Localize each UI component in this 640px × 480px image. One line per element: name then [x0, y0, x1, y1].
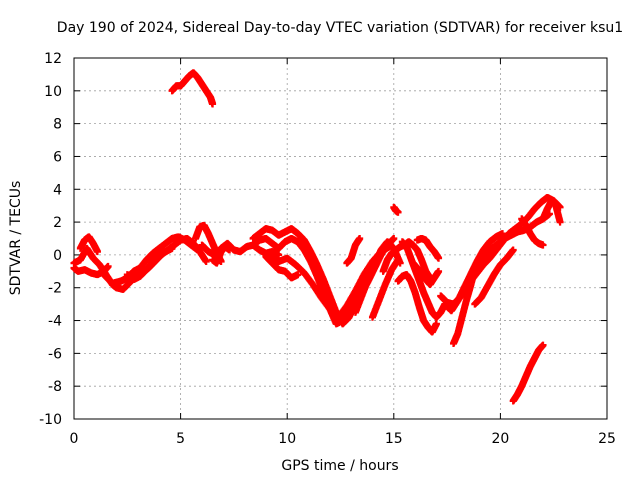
data-point	[390, 235, 398, 242]
y-tick-label: -2	[48, 281, 62, 297]
series-track-22	[413, 235, 443, 262]
data-point	[275, 251, 283, 259]
x-tick-label: 5	[176, 431, 185, 447]
series-track-3	[76, 233, 101, 256]
data-markers	[70, 69, 564, 405]
y-tick-label: -4	[48, 314, 62, 330]
data-point	[168, 244, 176, 252]
data-point	[556, 218, 564, 226]
data-point	[202, 257, 210, 265]
data-point	[509, 246, 517, 254]
y-tick-label: 6	[53, 149, 62, 165]
x-tick-label: 0	[70, 431, 79, 447]
series-track-29	[518, 215, 547, 249]
data-point	[499, 230, 507, 238]
series-track-23	[390, 203, 402, 216]
data-point	[539, 341, 547, 349]
x-tick-label: 25	[598, 431, 616, 447]
x-tick-label: 20	[491, 431, 509, 447]
data-point	[294, 271, 302, 279]
y-tick-label: -10	[39, 412, 62, 428]
data-point	[93, 248, 101, 256]
y-tick-label: -8	[48, 379, 62, 395]
y-tick-label: 10	[44, 84, 62, 100]
series-track-17	[368, 256, 402, 321]
series-track-6	[123, 244, 176, 284]
plot-area	[73, 57, 608, 420]
data-point	[435, 254, 443, 262]
y-axis-label: SDTVAR / TECUs	[8, 181, 24, 296]
y-tick-label: -6	[48, 346, 62, 362]
data-point	[209, 100, 217, 108]
data-point	[432, 320, 440, 328]
series-track-15	[343, 235, 364, 267]
x-tick-label: 15	[385, 431, 403, 447]
x-axis-label: GPS time / hours	[281, 458, 398, 474]
y-tick-label: 2	[53, 215, 62, 231]
series-track-21	[409, 259, 443, 288]
data-point	[356, 235, 364, 242]
data-point	[539, 241, 547, 249]
axes: 0 5 10 15 20 25 -10 -8 -6 -4 -2 0 2 4 6 8 10 12	[39, 51, 616, 447]
y-tick-label: 12	[44, 51, 62, 67]
series-track-30	[539, 197, 564, 226]
data-point	[475, 254, 483, 262]
series-track-31	[509, 341, 547, 405]
data-point	[394, 208, 402, 216]
series-track-10	[168, 69, 217, 108]
series-track-26	[449, 254, 483, 348]
y-tick-label: 8	[53, 117, 62, 133]
y-tick-label: 0	[53, 248, 62, 264]
data-point	[394, 256, 402, 264]
data-point	[226, 246, 234, 254]
series-track-9	[209, 243, 234, 267]
series-track-19	[394, 271, 440, 336]
x-tick-label: 10	[278, 431, 296, 447]
data-point	[435, 267, 443, 275]
chart-title: Day 190 of 2024, Sidereal Day-to-day VTE…	[57, 20, 623, 36]
y-tick-label: 4	[53, 182, 62, 198]
series-track-28	[471, 246, 517, 308]
series-track-18	[379, 238, 434, 282]
data-point	[104, 262, 112, 270]
series-track-14	[262, 253, 302, 282]
data-point	[194, 246, 202, 254]
